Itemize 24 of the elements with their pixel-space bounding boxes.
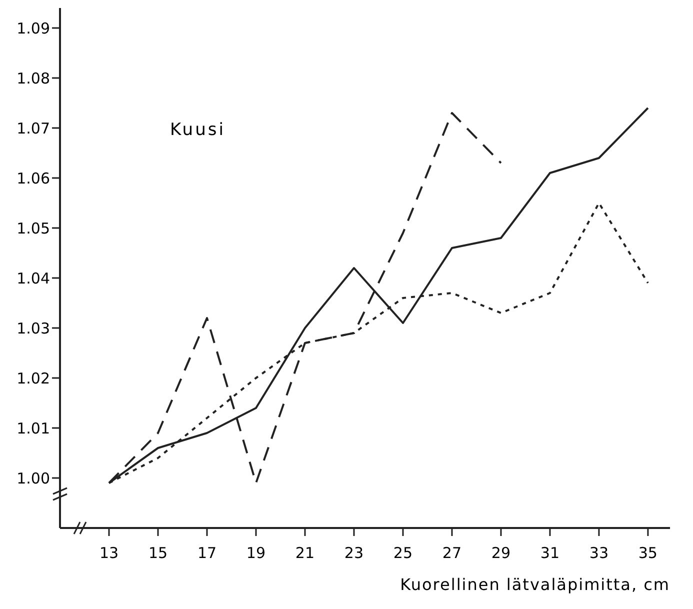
x-tick-label: 27 xyxy=(442,544,462,562)
x-tick-label: 33 xyxy=(589,544,609,562)
x-tick-label: 29 xyxy=(491,544,511,562)
x-tick-label: 25 xyxy=(393,544,413,562)
x-axis-title: Kuorellinen lätvaläpimitta, cm xyxy=(400,575,670,594)
y-tick-label: 1.09 xyxy=(16,19,50,38)
x-tick-label: 35 xyxy=(638,544,658,562)
y-tick-label: 1.00 xyxy=(16,469,50,488)
x-tick-label: 31 xyxy=(540,544,560,562)
y-tick-label: 1.07 xyxy=(16,119,50,138)
y-tick-label: 1.01 xyxy=(16,419,50,438)
x-tick-label: 19 xyxy=(246,544,266,562)
y-tick-label: 1.02 xyxy=(16,369,50,388)
y-tick-label: 1.08 xyxy=(16,69,50,88)
y-tick-label: 1.04 xyxy=(16,269,50,288)
y-tick-label: 1.06 xyxy=(16,169,50,188)
annotation: Kuusi xyxy=(170,120,226,140)
x-tick-label: 17 xyxy=(197,544,217,562)
x-tick-label: 13 xyxy=(99,544,119,562)
y-tick-label: 1.03 xyxy=(16,319,50,338)
x-tick-label: 23 xyxy=(344,544,364,562)
y-tick-label: 1.05 xyxy=(16,219,50,238)
x-tick-label: 21 xyxy=(295,544,315,562)
x-tick-label: 15 xyxy=(148,544,168,562)
